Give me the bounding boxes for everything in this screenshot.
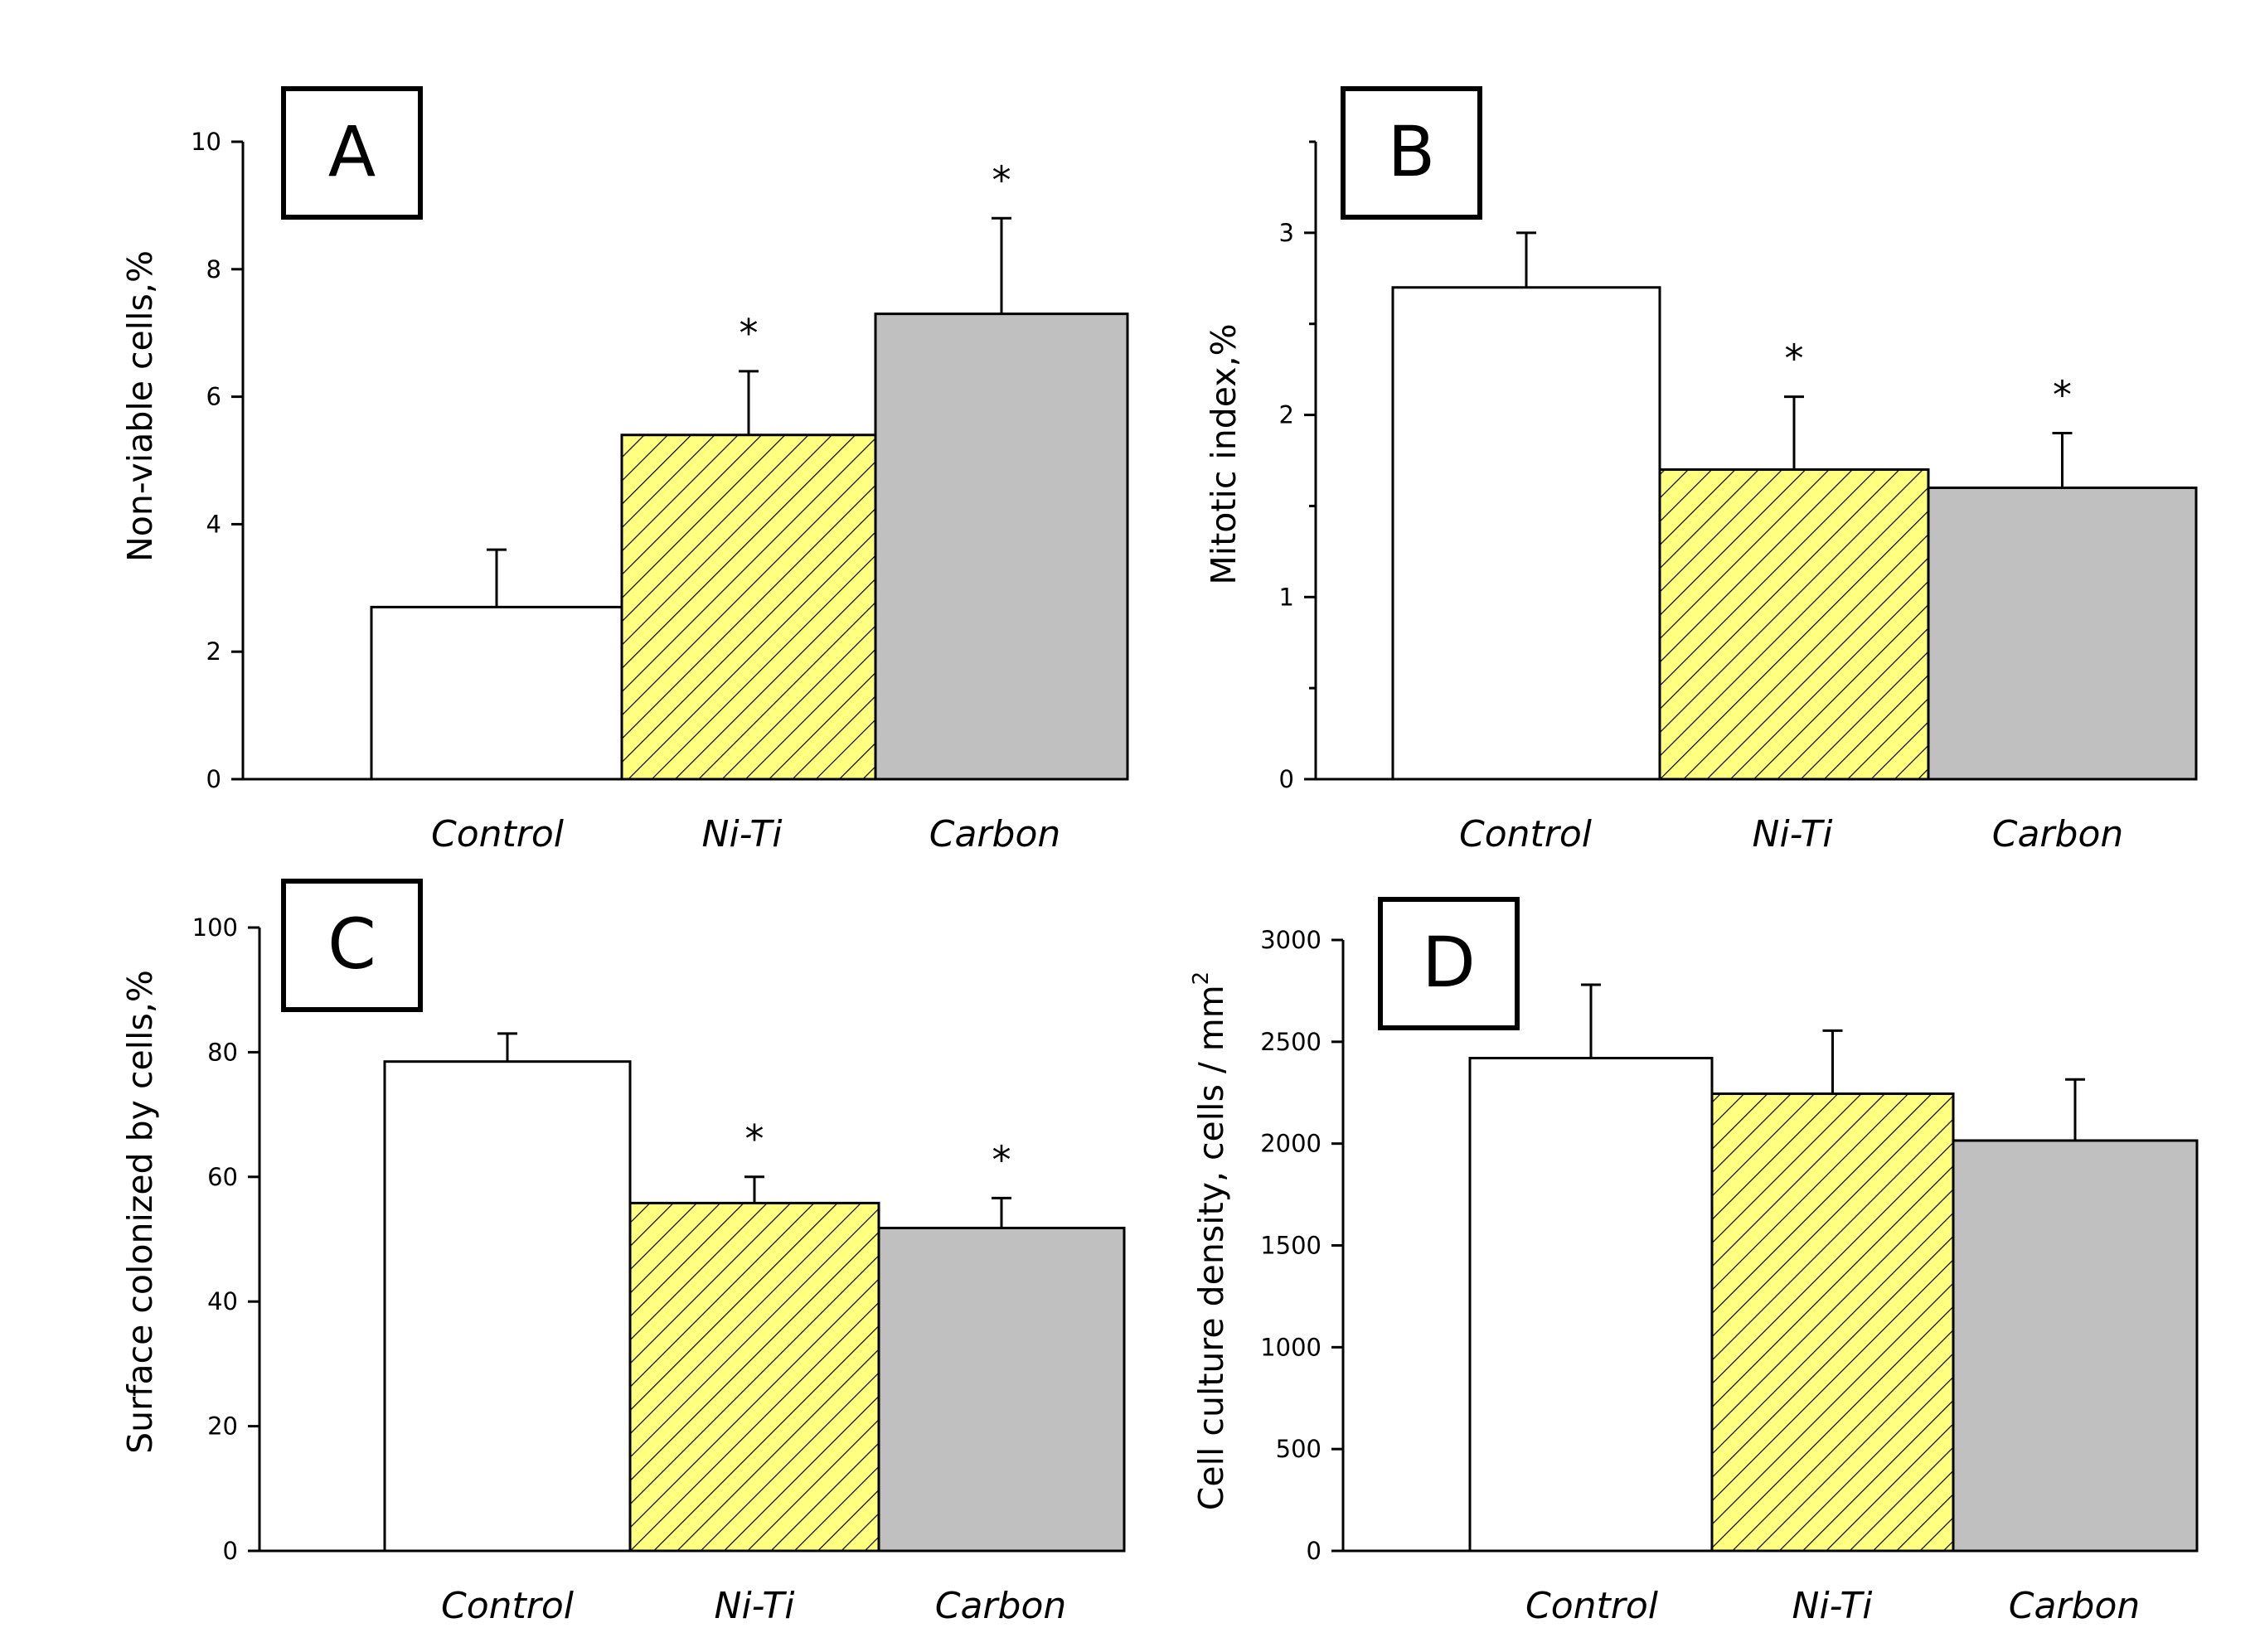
bar-carbon xyxy=(1927,486,2198,781)
y-tick-label: 0 xyxy=(1307,1537,1321,1565)
y-axis-label-superscript: 2 xyxy=(1189,971,1214,986)
plot-area: * * 0 20 40 60 80 100 Control Ni-Ti Carbon xyxy=(192,913,1126,1627)
plot-area: * * 0 2 4 6 8 10 Control Ni-Ti Carbon xyxy=(191,128,1129,855)
x-category-label: Control xyxy=(431,813,565,855)
panel-a: A Non-viable cells,% * * 0 2 4 6 8 10 Control Ni-… xyxy=(120,86,1129,855)
x-category-label: Carbon xyxy=(1992,813,2124,855)
significance-marker: * xyxy=(992,157,1011,202)
y-axis-label: Non-viable cells,% xyxy=(120,250,160,562)
y-tick-label: 2000 xyxy=(1260,1130,1321,1158)
plot-area: * * 0 1 2 3 Control Ni-Ti Carbon xyxy=(1279,140,2198,855)
x-category-label: Ni-Ti xyxy=(702,813,783,855)
y-tick-label: 2500 xyxy=(1260,1028,1321,1056)
bar-control xyxy=(370,605,623,781)
panel-letter: D xyxy=(1422,922,1476,1003)
y-tick-label: 4 xyxy=(206,510,221,538)
panel-b: B Mitotic index,% * * 0 1 2 3 Control Ni-Ti Carb… xyxy=(1204,86,2198,855)
y-tick-label: 3000 xyxy=(1260,926,1321,954)
significance-marker: * xyxy=(745,1117,764,1161)
panel-letter: A xyxy=(328,111,376,192)
significance-marker: * xyxy=(2053,373,2072,418)
panel-letter: C xyxy=(327,904,376,985)
y-tick-label: 10 xyxy=(191,128,221,156)
bar-control xyxy=(1468,1056,1714,1553)
y-tick-label: 1000 xyxy=(1260,1333,1321,1361)
y-axis-label-text: Cell culture density, cells / mm xyxy=(1191,985,1231,1510)
x-category-label: Ni-Ti xyxy=(715,1585,796,1627)
bar-carbon xyxy=(1952,1139,2199,1553)
panel-letter-box xyxy=(1378,897,1520,1030)
bar-control xyxy=(1391,286,1661,781)
x-category-label: Ni-Ti xyxy=(1792,1585,1874,1627)
y-tick-label: 0 xyxy=(223,1537,238,1565)
y-tick-label: 2 xyxy=(206,637,221,666)
y-tick-label: 100 xyxy=(192,913,238,942)
y-tick-label: 60 xyxy=(207,1163,238,1191)
x-category-label: Ni-Ti xyxy=(1753,813,1834,855)
bar-niti xyxy=(620,434,877,781)
bar-carbon xyxy=(877,1226,1126,1553)
x-category-label: Control xyxy=(1459,813,1593,855)
significance-marker: * xyxy=(740,311,759,356)
y-tick-label: 0 xyxy=(1279,765,1294,793)
x-category-label: Control xyxy=(441,1585,575,1627)
plot-area: 0 500 1000 1500 2000 2500 3000 Control Ni-Ti Carb… xyxy=(1260,926,2199,1627)
y-tick-label: 2 xyxy=(1279,401,1294,429)
y-axis-label: Cell culture density, cells / mm2 xyxy=(1189,971,1231,1510)
panel-d: D Cell culture density, cells / mm2 0 500… xyxy=(1189,897,2199,1627)
y-tick-label: 8 xyxy=(206,255,221,283)
panel-letter-box xyxy=(281,86,423,220)
y-tick-label: 3 xyxy=(1279,219,1294,247)
y-tick-label: 500 xyxy=(1276,1435,1321,1463)
y-tick-label: 20 xyxy=(207,1412,238,1441)
x-category-label: Carbon xyxy=(935,1585,1067,1627)
significance-marker: * xyxy=(1785,337,1804,381)
y-tick-label: 0 xyxy=(206,765,221,793)
y-tick-label: 1 xyxy=(1279,583,1294,611)
y-tick-label: 1500 xyxy=(1260,1232,1321,1260)
x-category-label: Carbon xyxy=(2009,1585,2141,1627)
y-tick-label: 80 xyxy=(207,1038,238,1066)
panel-letter-box xyxy=(281,879,423,1012)
bar-niti xyxy=(1710,1092,1955,1553)
y-tick-label: 6 xyxy=(206,383,221,411)
significance-marker: * xyxy=(992,1137,1011,1182)
panel-c: C Surface colonized by cells,% * * 0 20 40 60… xyxy=(120,879,1126,1627)
bar-control xyxy=(383,1060,632,1553)
y-axis-label: Surface colonized by cells,% xyxy=(120,970,160,1454)
x-category-label: Carbon xyxy=(929,813,1061,855)
y-axis-label: Mitotic index,% xyxy=(1204,323,1244,584)
bar-carbon xyxy=(874,312,1129,781)
y-tick-label: 40 xyxy=(207,1287,238,1315)
x-category-label: Control xyxy=(1525,1585,1659,1627)
panel-letter: B xyxy=(1388,111,1436,192)
bar-niti xyxy=(1658,468,1930,781)
panel-letter-box xyxy=(1341,86,1482,220)
bar-niti xyxy=(628,1201,880,1553)
